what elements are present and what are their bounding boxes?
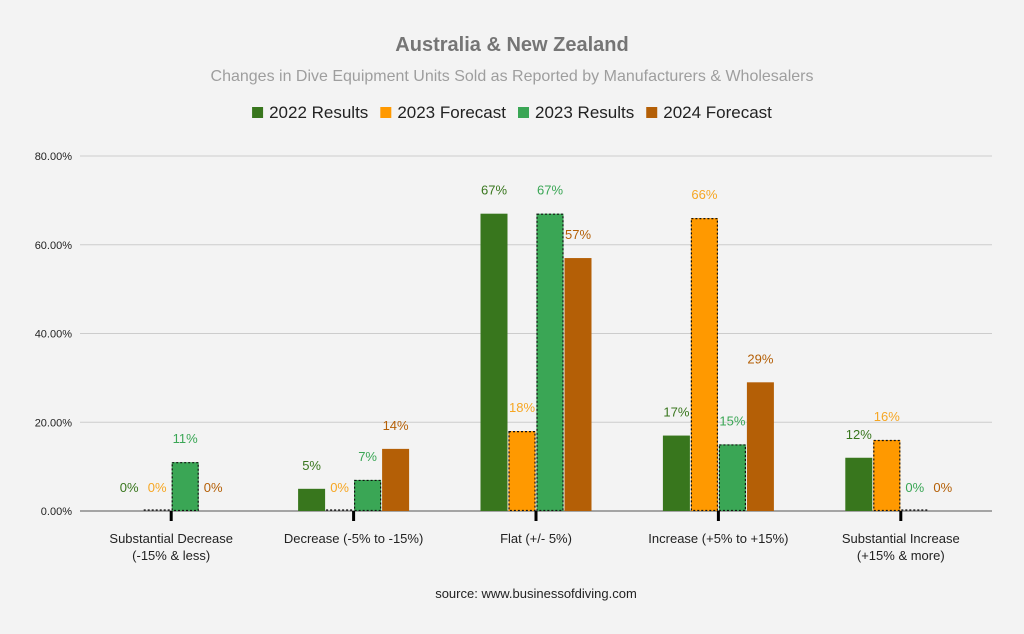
bar <box>564 258 592 511</box>
legend-item: 2022 Results <box>252 103 368 122</box>
legend-label: 2023 Results <box>535 103 634 122</box>
chart-subtitle: Changes in Dive Equipment Units Sold as … <box>211 68 814 85</box>
y-axis: 0.00% 20.00% 40.00% 60.00% 80.00% <box>35 151 73 518</box>
bar <box>508 431 536 511</box>
bar-outline <box>508 431 536 512</box>
data-label: 0% <box>330 480 349 495</box>
bar-outline <box>171 462 199 512</box>
bar <box>536 213 564 511</box>
bar-outline <box>718 444 747 512</box>
bars: 0% 5% 67% 17% 12% 0% 0% 18% 66% 16% 11% 7% 67% 15% 0% 0… <box>120 183 953 512</box>
legend-label: 2022 Results <box>269 103 368 122</box>
x-category-label: Flat (+/- 5%) <box>500 531 572 546</box>
y-tick-label: 20.00% <box>35 417 73 429</box>
bar-outline <box>873 439 901 512</box>
x-category-label: Increase (+5% to +15%) <box>648 531 788 546</box>
x-axis: Substantial Decrease (-15% & less) Decreas… <box>109 511 960 563</box>
legend-swatch <box>646 107 658 118</box>
bar <box>382 448 410 511</box>
x-category-label: Substantial Increase (+15% & more) <box>842 531 960 563</box>
legend-item: 2023 Forecast <box>380 103 506 122</box>
legend-item: 2024 Forecast <box>646 103 772 122</box>
legend-item: 2023 Results <box>518 103 634 122</box>
x-tick-mark <box>716 511 720 521</box>
x-category-label: Decrease (-5% to -15%) <box>284 531 423 546</box>
legend-label: 2023 Forecast <box>397 103 506 122</box>
source-note: source: www.businessofdiving.com <box>435 586 637 601</box>
chart-title: Australia & New Zealand <box>395 34 628 56</box>
data-label: 0% <box>204 480 223 495</box>
y-tick-label: 80.00% <box>35 151 73 163</box>
x-tick-mark <box>352 511 356 521</box>
data-label: 67% <box>537 183 563 198</box>
bar <box>690 218 718 511</box>
bar <box>873 440 901 511</box>
data-label: 7% <box>358 449 377 464</box>
data-label: 5% <box>302 458 321 473</box>
bar <box>480 213 508 511</box>
y-tick-label: 40.00% <box>35 329 73 341</box>
bar <box>718 444 746 511</box>
x-tick-mark <box>534 511 538 521</box>
data-label: 66% <box>691 187 717 202</box>
gridlines <box>80 155 992 512</box>
data-label: 15% <box>719 413 745 428</box>
bar <box>746 382 774 511</box>
x-tick-mark <box>169 511 173 521</box>
y-tick-label: 0.00% <box>41 506 72 518</box>
bar <box>171 462 199 511</box>
data-label: 16% <box>874 409 900 424</box>
data-label: 0% <box>148 480 167 495</box>
x-category-label: Substantial Decrease (-15% & less) <box>109 531 233 563</box>
bar-outline <box>354 479 382 512</box>
data-label: 57% <box>565 227 591 242</box>
legend-label: 2024 Forecast <box>663 103 772 122</box>
data-label: 18% <box>509 400 535 415</box>
data-label: 17% <box>663 405 689 420</box>
legend: 2022 Results 2023 Forecast 2023 Results 202… <box>252 103 772 122</box>
data-label: 12% <box>846 427 872 442</box>
data-label: 0% <box>120 480 139 495</box>
data-label: 0% <box>905 480 924 495</box>
legend-swatch <box>380 107 392 118</box>
x-tick-mark <box>899 511 903 521</box>
bar <box>298 488 326 511</box>
data-label: 14% <box>383 418 409 433</box>
data-label: 29% <box>747 351 773 366</box>
y-tick-label: 60.00% <box>35 240 73 252</box>
bar <box>354 479 382 511</box>
bar-outline <box>536 213 564 512</box>
legend-swatch <box>252 107 264 118</box>
bar <box>662 435 690 511</box>
data-label: 11% <box>173 431 198 446</box>
legend-swatch <box>518 107 529 118</box>
bar-outline <box>690 218 719 512</box>
data-label: 67% <box>481 183 507 198</box>
bar <box>845 457 873 511</box>
data-label: 0% <box>933 480 952 495</box>
